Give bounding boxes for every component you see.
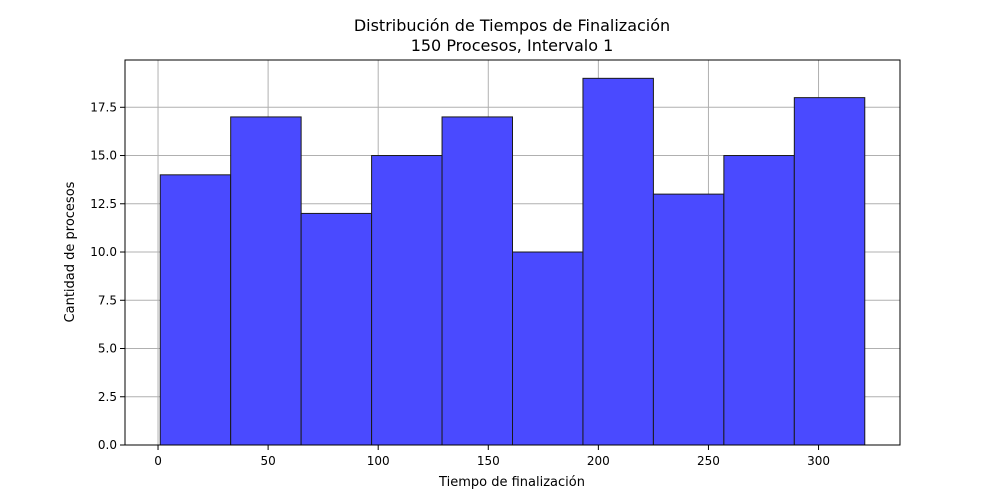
chart-title: Distribución de Tiempos de Finalización bbox=[354, 16, 670, 35]
y-tick-label: 2.5 bbox=[98, 390, 117, 404]
y-axis-label: Cantidad de procesos bbox=[63, 181, 78, 322]
y-tick-label: 5.0 bbox=[98, 342, 117, 356]
x-tick-label: 100 bbox=[367, 454, 390, 468]
y-tick-label: 0.0 bbox=[98, 438, 117, 452]
y-tick-label: 7.5 bbox=[98, 293, 117, 307]
histogram-bar bbox=[652, 193, 725, 446]
histogram-bar bbox=[300, 212, 373, 446]
y-axis-ticks: 0.0 2.5 5.0 7.5 10.0 12.5 15.0 17.5 bbox=[90, 100, 125, 452]
histogram-bar bbox=[159, 174, 232, 446]
histogram-bar bbox=[723, 155, 795, 446]
y-tick-label: 12.5 bbox=[90, 197, 117, 211]
x-axis-label: Tiempo de finalización bbox=[438, 475, 585, 490]
y-tick-label: 17.5 bbox=[90, 100, 117, 114]
x-axis-ticks: 0 50 100 150 200 250 300 bbox=[154, 445, 830, 468]
bars bbox=[159, 77, 866, 446]
x-tick-label: 150 bbox=[477, 454, 500, 468]
histogram-bar bbox=[371, 155, 443, 446]
x-tick-label: 200 bbox=[587, 454, 610, 468]
histogram-bar bbox=[512, 251, 584, 446]
x-tick-label: 300 bbox=[807, 454, 830, 468]
histogram-bar bbox=[441, 116, 513, 446]
x-tick-label: 0 bbox=[154, 454, 162, 468]
y-tick-label: 10.0 bbox=[90, 245, 117, 259]
histogram-bar bbox=[582, 77, 654, 446]
y-tick-label: 15.0 bbox=[90, 149, 117, 163]
x-tick-label: 250 bbox=[697, 454, 720, 468]
x-tick-label: 50 bbox=[260, 454, 275, 468]
histogram-bar bbox=[230, 116, 302, 446]
chart-subtitle: 150 Procesos, Intervalo 1 bbox=[411, 36, 614, 55]
histogram-bar bbox=[793, 97, 866, 446]
